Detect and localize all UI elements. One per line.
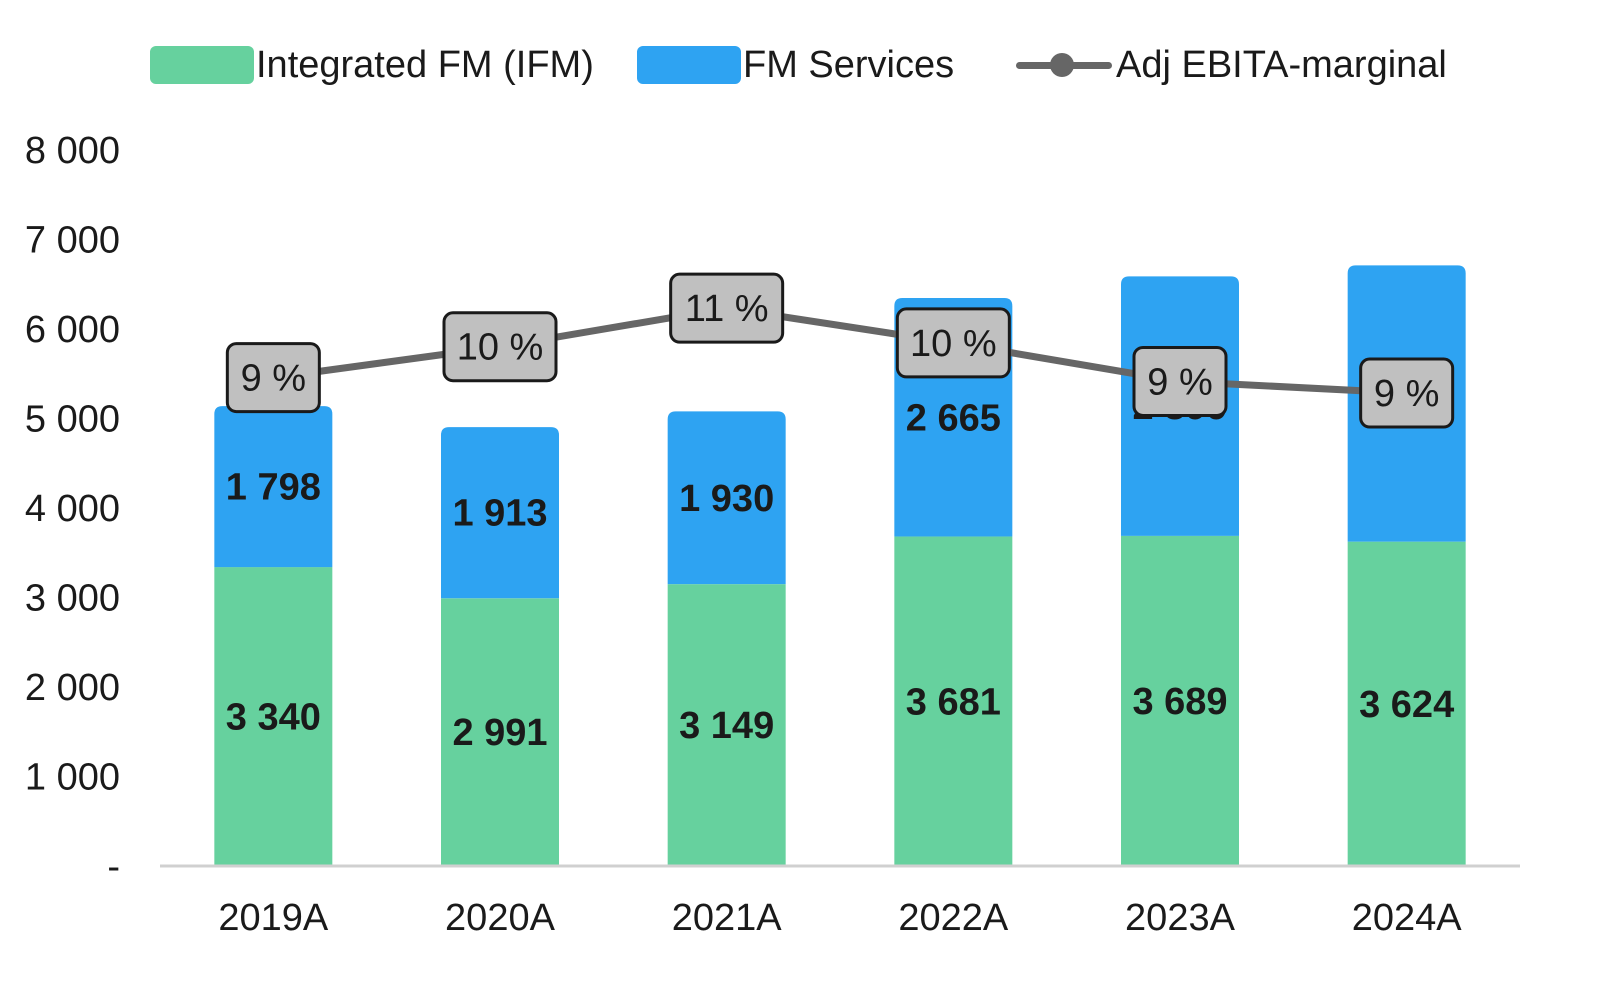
- bar-segment-fm-services: [214, 406, 333, 568]
- y-tick-label: 8 000: [25, 130, 120, 172]
- bar-data-label: 2 665: [906, 397, 1001, 439]
- bar-data-label: 1 798: [226, 467, 321, 509]
- margin-point: 10 %: [895, 307, 1011, 379]
- bar-segment-ifm: [1347, 541, 1466, 866]
- y-tick-label: 3 000: [25, 578, 120, 620]
- margin-data-label: 10 %: [457, 327, 544, 369]
- y-axis: - 1 000 2 000 3 000 4 000 5 000 6 000 7 000 8 00…: [25, 130, 120, 888]
- legend-label-fm-services: FM Services: [743, 43, 955, 86]
- y-tick-label: 2 000: [25, 667, 120, 709]
- x-axis: 2019A 2020A 2021A 2022A 2023A 2024A: [218, 897, 1462, 939]
- legend-label-ifm: Integrated FM (IFM): [256, 43, 594, 86]
- legend-swatch-ifm: [150, 46, 254, 84]
- y-tick-label: 1 000: [25, 757, 120, 799]
- bar-segment-fm-services: [441, 427, 559, 599]
- y-tick-label: -: [107, 846, 120, 888]
- y-tick-label: 6 000: [25, 309, 120, 351]
- x-tick-label: 2020A: [445, 897, 556, 939]
- margin-data-label: 9 %: [1374, 373, 1439, 415]
- margin-line-series: 9 % 10 % 11 % 10 % 9 % 9 %: [225, 272, 1455, 429]
- bar-data-label: 2 991: [452, 712, 547, 754]
- margin-point: 9 %: [1132, 345, 1228, 417]
- legend-label-ebita-margin: Adj EBITA-marginal: [1116, 43, 1447, 86]
- margin-data-label: 10 %: [910, 323, 997, 365]
- margin-point: 10 %: [442, 311, 558, 383]
- x-tick-label: 2023A: [1125, 897, 1236, 939]
- margin-data-label: 9 %: [1147, 361, 1212, 403]
- bars: 3 340 1 798 2 991 1 913 3 149 1 930 3 681 2 665…: [214, 265, 1466, 866]
- bar-data-label: 3 624: [1359, 684, 1454, 726]
- x-tick-label: 2024A: [1352, 897, 1463, 939]
- margin-label-box: [895, 307, 1011, 379]
- bar-segment-ifm: [214, 567, 333, 866]
- margin-data-label: 11 %: [685, 288, 769, 330]
- margin-label-box: [225, 342, 321, 414]
- margin-point: 9 %: [1359, 357, 1455, 429]
- margin-point: 9 %: [225, 342, 321, 414]
- legend-swatch-fm-services: [637, 46, 741, 84]
- bar-segment-ifm: [1121, 535, 1239, 866]
- margin-label-box: [442, 311, 558, 383]
- x-tick-label: 2021A: [672, 897, 783, 939]
- bar-data-label: 3 689: [1132, 681, 1227, 723]
- bar-data-label: 3 681: [906, 681, 1001, 723]
- y-tick-label: 7 000: [25, 220, 120, 262]
- x-tick-label: 2019A: [218, 897, 329, 939]
- bar-segment-ifm: [894, 536, 1013, 866]
- bar-data-label: 1 930: [679, 478, 774, 520]
- margin-label-box: [669, 272, 785, 344]
- y-tick-label: 4 000: [25, 488, 120, 530]
- legend-item-ebita-margin: Adj EBITA-marginal: [1016, 40, 1447, 90]
- bar-segment-ifm: [441, 598, 559, 866]
- y-tick-label: 5 000: [25, 399, 120, 441]
- legend-line-swatch: [1016, 46, 1112, 84]
- margin-point: 11 %: [669, 272, 785, 344]
- margin-label-box: [1359, 357, 1455, 429]
- legend: Integrated FM (IFM) FM Services Adj EBIT…: [0, 40, 1602, 90]
- bar-data-label: 3 340: [226, 697, 321, 739]
- margin-label-box: [1132, 345, 1228, 417]
- bar-data-label: 3 149: [679, 705, 774, 747]
- x-tick-label: 2022A: [898, 897, 1009, 939]
- bar-data-label: 1 913: [452, 493, 547, 535]
- legend-item-ifm: Integrated FM (IFM): [150, 40, 594, 90]
- margin-data-label: 9 %: [241, 358, 306, 400]
- bar-segment-ifm: [667, 584, 786, 866]
- legend-item-fm-services: FM Services: [637, 40, 954, 90]
- bar-segment-fm-services: [667, 411, 786, 585]
